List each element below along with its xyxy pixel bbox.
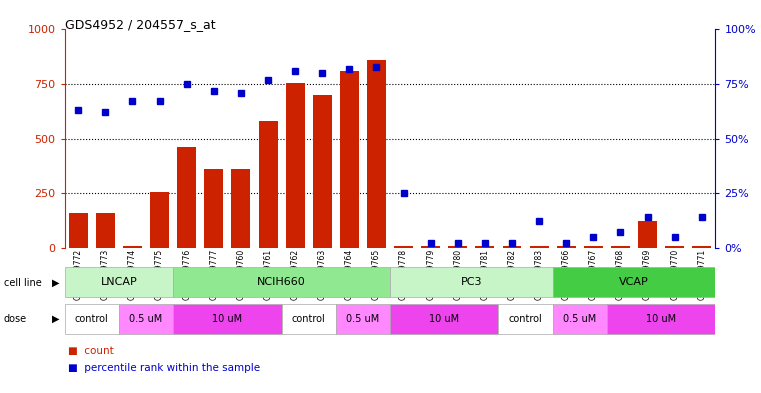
Text: ■  percentile rank within the sample: ■ percentile rank within the sample (68, 364, 260, 373)
Bar (285, 83, 304, 248)
Text: ▶: ▶ (52, 277, 59, 288)
Bar (68, 213, 88, 248)
Bar (390, 267, 552, 297)
Bar (282, 304, 336, 334)
Bar (552, 304, 607, 334)
Bar (394, 246, 413, 248)
Text: NCIH660: NCIH660 (257, 277, 306, 287)
Bar (123, 246, 142, 248)
Bar (231, 169, 250, 248)
Text: 10 uM: 10 uM (646, 314, 677, 324)
Text: 10 uM: 10 uM (429, 314, 460, 324)
Text: VCAP: VCAP (619, 277, 649, 287)
Text: 10 uM: 10 uM (212, 314, 243, 324)
Bar (390, 304, 498, 334)
Bar (693, 246, 712, 248)
Text: ▶: ▶ (52, 314, 59, 324)
Bar (119, 304, 174, 334)
Text: LNCAP: LNCAP (100, 277, 137, 287)
Text: GDS4952 / 204557_s_at: GDS4952 / 204557_s_at (65, 18, 215, 31)
Text: 0.5 uM: 0.5 uM (563, 314, 597, 324)
Bar (259, 121, 278, 248)
Text: control: control (291, 314, 326, 324)
Bar (584, 246, 603, 248)
Text: 0.5 uM: 0.5 uM (129, 314, 163, 324)
Text: 0.5 uM: 0.5 uM (346, 314, 380, 324)
Bar (421, 246, 440, 248)
Bar (96, 213, 115, 248)
Bar (530, 246, 549, 248)
Text: control: control (75, 314, 109, 324)
Bar (557, 246, 576, 248)
Bar (502, 246, 521, 248)
Bar (367, 60, 386, 248)
Bar (336, 304, 390, 334)
Bar (177, 147, 196, 248)
Bar (607, 304, 715, 334)
Bar (150, 192, 169, 248)
Bar (204, 169, 223, 248)
Bar (448, 246, 467, 248)
Text: cell line: cell line (4, 277, 42, 288)
Text: PC3: PC3 (460, 277, 482, 287)
Bar (174, 304, 282, 334)
Text: dose: dose (4, 314, 27, 324)
Bar (638, 221, 657, 248)
Bar (340, 71, 359, 248)
Text: ■  count: ■ count (68, 346, 114, 356)
Bar (552, 267, 715, 297)
Text: control: control (508, 314, 543, 324)
Bar (174, 267, 390, 297)
Bar (65, 267, 174, 297)
Bar (476, 246, 495, 248)
Bar (611, 246, 630, 248)
Bar (665, 246, 684, 248)
Bar (313, 95, 332, 248)
Bar (65, 304, 119, 334)
Bar (498, 304, 552, 334)
